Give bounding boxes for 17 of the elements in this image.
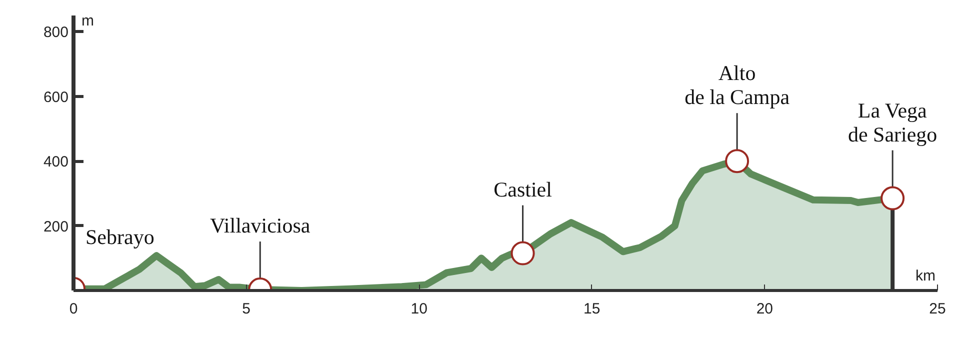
x-tick-label: 10 xyxy=(410,300,428,318)
y-tick-label: 400 xyxy=(43,154,69,171)
annotation: Villaviciosa xyxy=(210,214,311,238)
annotation: Alto de la Campa xyxy=(684,61,790,110)
x-tick-label: 0 xyxy=(69,300,78,318)
x-axis-title: km xyxy=(916,268,936,284)
y-tick-label: 600 xyxy=(43,88,69,106)
annotation: Sebrayo xyxy=(86,224,154,249)
x-tick-label: 5 xyxy=(242,300,250,318)
annotation: La Vega de Sariego xyxy=(848,98,938,146)
annotation: Castiel xyxy=(494,177,552,202)
x-tick-label: 25 xyxy=(929,300,946,318)
x-tick-label: 20 xyxy=(756,300,774,318)
y-axis-title: m xyxy=(82,12,94,30)
y-tick-label: 200 xyxy=(43,218,69,236)
x-tick-label: 15 xyxy=(584,300,600,318)
y-tick-label: 800 xyxy=(43,24,69,42)
